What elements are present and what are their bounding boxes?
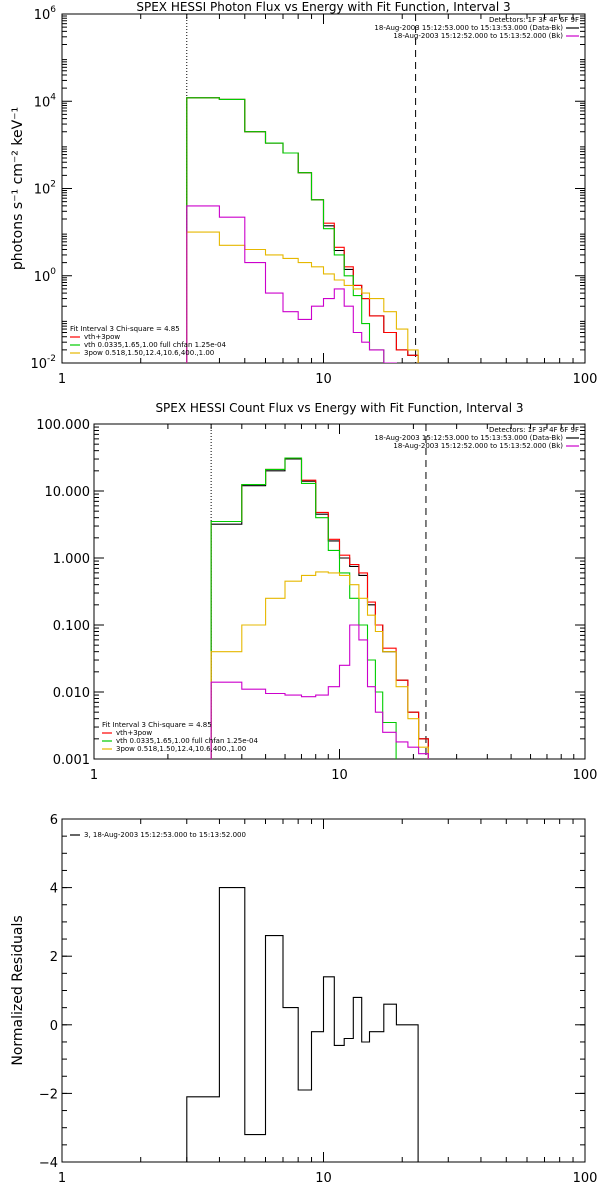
series-group: [186, 887, 419, 1162]
y-tick-base: 10: [34, 183, 51, 198]
count-flux-panel: SPEX HESSI Count Flux vs Energy with Fit…: [36, 401, 597, 783]
x-tick-label: 1: [58, 1171, 66, 1186]
fit-legend-label: vth+3pow: [84, 333, 120, 341]
y-tick-exponent: -2: [47, 354, 56, 364]
x-tick-label: 10: [315, 372, 332, 387]
series-line-0: [210, 458, 429, 759]
y-tick-base: 10: [34, 8, 51, 23]
legend-entry-label: 18-Aug-2003 15:12:52.000 to 15:13:52.000…: [393, 32, 563, 40]
x-tick-label: 100: [573, 372, 598, 387]
series-line-4: [186, 205, 419, 363]
y-tick-label: 4: [50, 882, 58, 897]
series-line-1: [186, 97, 419, 363]
legend-entry-label: 18-Aug-2003 15:12:52.000 to 15:13:52.000…: [393, 442, 563, 450]
y-axis-label: Normalized Residuals: [10, 915, 26, 1065]
series-line-3: [210, 571, 429, 759]
fit-legend-header: Fit Interval 3 Chi-square = 4.85: [70, 325, 180, 333]
y-tick-exponent: 4: [50, 92, 56, 102]
fit-legend-label: vth 0.0335,1.65,1.00 full chfan 1.25e-04: [84, 341, 226, 349]
y-tick-exponent: 2: [50, 180, 56, 190]
y-tick-label: 100.000: [36, 418, 90, 433]
y-tick-exponent: 0: [50, 267, 56, 277]
fit-legend-label: 3pow 0.518,1.50,12.4,10.6,400.,1.00: [116, 745, 246, 753]
series-line-2: [210, 457, 429, 759]
plot-frame: [61, 13, 586, 364]
chart-title: SPEX HESSI Count Flux vs Energy with Fit…: [155, 401, 523, 415]
x-tick-label: 10: [331, 768, 348, 783]
y-tick-label: 0.100: [53, 619, 90, 634]
series-group: [186, 97, 419, 363]
x-tick-label: 100: [573, 1171, 598, 1186]
y-tick-label: 106: [34, 5, 57, 23]
series-line-0: [186, 887, 419, 1162]
y-tick-exponent: 6: [50, 5, 56, 15]
legend-entry-label: 18-Aug-2003 15:12:53.000 to 15:13:53.000…: [374, 24, 563, 32]
y-tick-label: 0.001: [53, 753, 90, 768]
legend-entry-label: 18-Aug-2003 15:12:53.000 to 15:13:53.000…: [374, 434, 563, 442]
chart-title: SPEX HESSI Photon Flux vs Energy with Fi…: [136, 0, 510, 14]
x-tick-label: 10: [315, 1171, 332, 1186]
fit-legend-label: vth 0.0335,1.65,1.00 full chfan 1.25e-04: [116, 737, 258, 745]
series-line-1: [210, 457, 429, 759]
legend-header: Detectors: 1F 3F 4F 6F 9F: [489, 16, 579, 24]
fit-legend-label: vth+3pow: [116, 729, 152, 737]
fit-legend-label: 3pow 0.518,1.50,12.4,10.6,400.,1.00: [84, 349, 214, 357]
y-tick-label: 2: [50, 950, 58, 965]
legend-header: Detectors: 1F 3F 4F 6F 9F: [489, 426, 579, 434]
y-tick-label: 100: [34, 267, 57, 285]
y-tick-label: 104: [34, 92, 57, 110]
y-tick-label: 0: [50, 1019, 58, 1034]
series-line-2: [186, 97, 419, 363]
y-tick-base: 10: [30, 357, 47, 372]
residuals-panel: 1 10 100 −4 −2 0 2 4 6 Normalized Residuals 3, 18-…: [10, 813, 597, 1186]
y-tick-label: 0.010: [53, 686, 90, 701]
plot-frame: [93, 423, 586, 760]
y-tick-label: 6: [50, 813, 58, 828]
x-tick-label: 1: [90, 768, 98, 783]
y-tick-label: 10.000: [45, 485, 91, 500]
y-tick-base: 10: [34, 95, 51, 110]
y-tick-label: 102: [34, 180, 56, 198]
series-group: [210, 457, 429, 759]
legend-entry-label: 3, 18-Aug-2003 15:12:53.000 to 15:13:52.…: [84, 831, 246, 839]
photon-flux-panel: SPEX HESSI Photon Flux vs Energy with Fi…: [10, 0, 597, 387]
x-tick-label: 100: [573, 768, 598, 783]
y-tick-label: −4: [39, 1156, 58, 1171]
y-tick-label: 10-2: [30, 354, 56, 372]
y-tick-base: 10: [34, 270, 51, 285]
y-tick-label: −2: [39, 1087, 58, 1102]
x-tick-label: 1: [58, 372, 66, 387]
fit-legend-header: Fit Interval 3 Chi-square = 4.85: [102, 721, 212, 729]
y-tick-label: 1.000: [53, 552, 90, 567]
y-axis-label: photons s⁻¹ cm⁻² keV⁻¹: [10, 107, 26, 270]
series-line-4: [210, 624, 429, 759]
series-line-3: [186, 231, 419, 363]
